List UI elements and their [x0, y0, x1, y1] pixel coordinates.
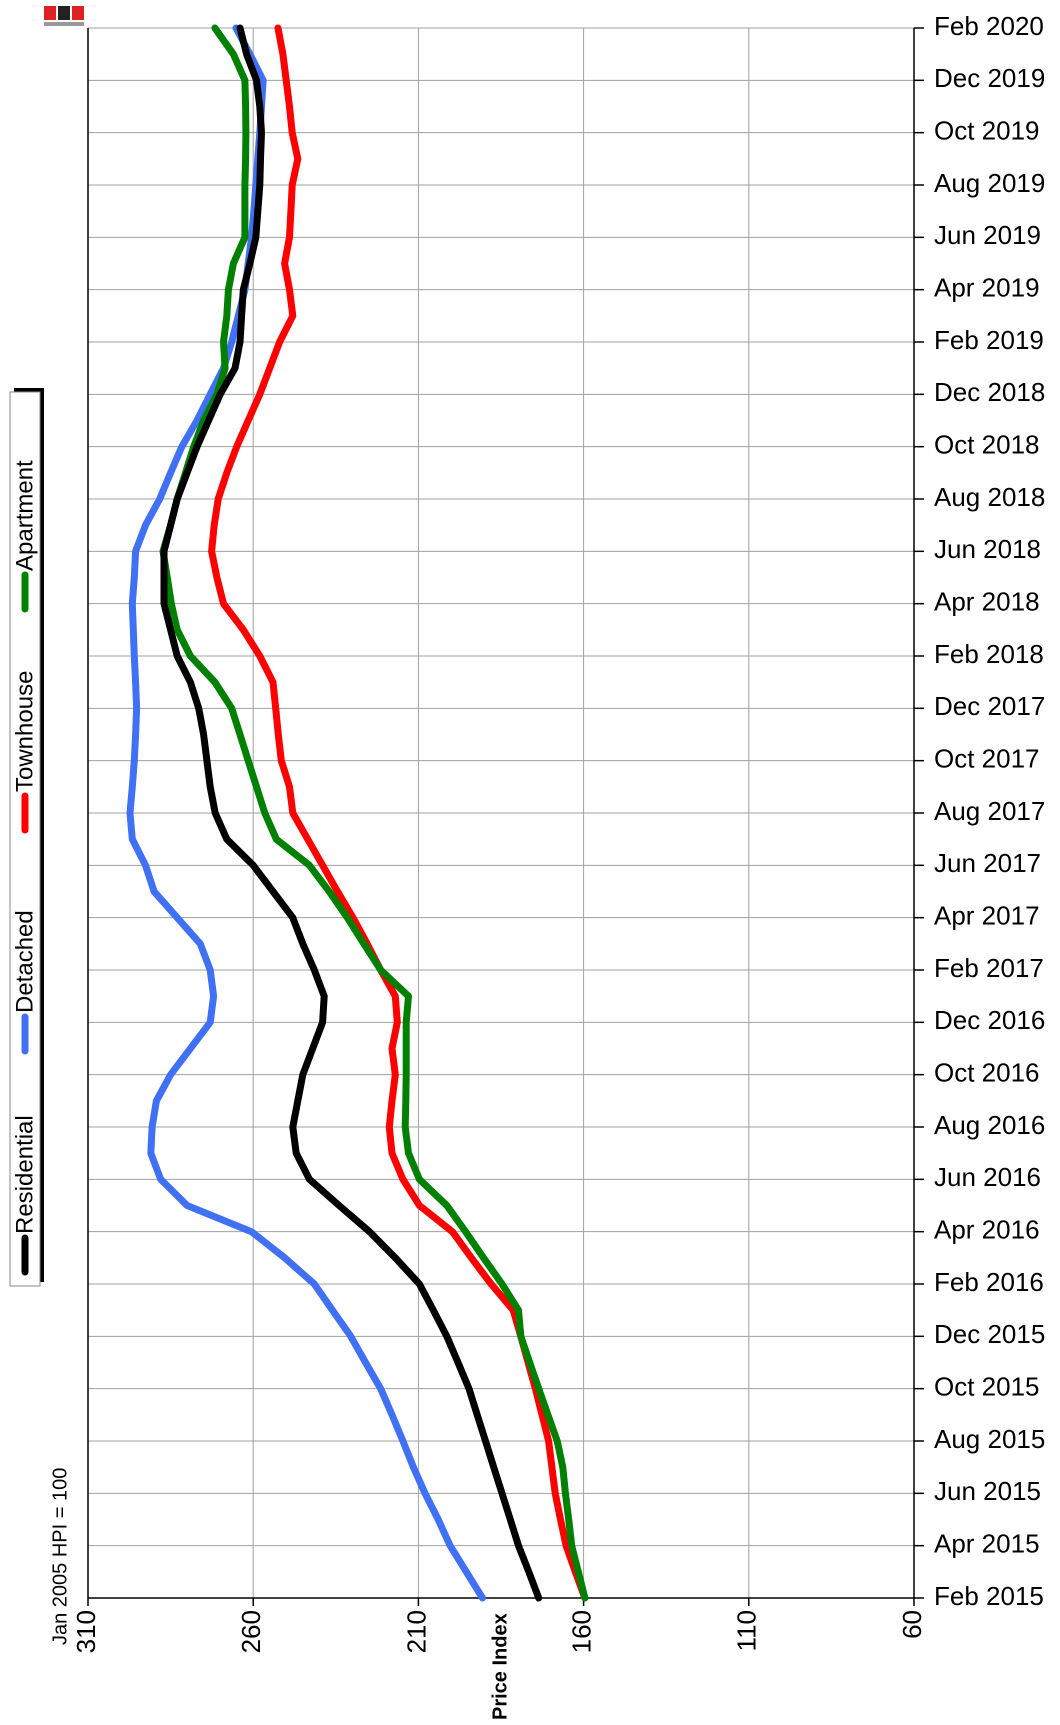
logo-part — [72, 6, 84, 20]
y-tick-label: Jun 2017 — [934, 848, 1041, 878]
legend-box — [9, 391, 41, 1287]
y-tick-label: Oct 2016 — [934, 1058, 1040, 1088]
series-line — [159, 24, 589, 1602]
y-tick-label: Oct 2018 — [934, 430, 1040, 460]
series-line — [160, 24, 543, 1602]
y-tick-label: Jun 2015 — [934, 1476, 1041, 1506]
axis-title: Price Index — [489, 1613, 511, 1720]
logo — [44, 6, 84, 26]
y-tick-label: Aug 2019 — [934, 168, 1045, 198]
y-tick-label: Feb 2016 — [934, 1267, 1044, 1297]
logo-part — [58, 6, 70, 20]
y-tick-label: Feb 2018 — [934, 639, 1044, 669]
y-tick-label: Apr 2016 — [934, 1215, 1040, 1245]
legend-label: Townhouse — [11, 671, 38, 792]
y-tick-label: Oct 2015 — [934, 1372, 1040, 1402]
legend-label: Detached — [11, 910, 38, 1013]
x-tick-label: 310 — [71, 1610, 101, 1653]
annotation: Jan 2005 HPI = 100 — [49, 1468, 71, 1645]
y-tick-label: Dec 2019 — [934, 63, 1045, 93]
logo-part — [44, 6, 56, 20]
y-tick-label: Dec 2017 — [934, 691, 1045, 721]
x-tick-label: 260 — [236, 1610, 266, 1653]
legend-label: Residential — [11, 1115, 38, 1234]
y-tick-label: Dec 2018 — [934, 377, 1045, 407]
x-tick-label: 110 — [732, 1610, 762, 1651]
y-tick-label: Jun 2018 — [934, 534, 1041, 564]
y-tick-label: Feb 2019 — [934, 325, 1044, 355]
y-tick-label: Dec 2016 — [934, 1005, 1045, 1035]
legend-label: Apartment — [11, 460, 38, 571]
y-tick-label: Jun 2016 — [934, 1162, 1041, 1192]
x-tick-label: 210 — [401, 1610, 431, 1653]
y-tick-label: Feb 2017 — [934, 953, 1044, 983]
y-tick-label: Jun 2019 — [934, 220, 1041, 250]
y-tick-label: Aug 2016 — [934, 1110, 1045, 1140]
y-tick-label: Oct 2019 — [934, 116, 1040, 146]
y-tick-label: Apr 2015 — [934, 1529, 1040, 1559]
y-tick-label: Apr 2018 — [934, 587, 1040, 617]
y-tick-label: Feb 2020 — [934, 11, 1044, 41]
y-tick-label: Apr 2017 — [934, 901, 1040, 931]
y-tick-label: Aug 2017 — [934, 796, 1045, 826]
legend: Residential Detached Townhouse Apartment — [11, 460, 38, 1276]
logo-part — [44, 22, 84, 26]
y-tick-label: Aug 2015 — [934, 1424, 1045, 1454]
y-tick-label: Feb 2015 — [934, 1581, 1044, 1611]
y-tick-label: Apr 2019 — [934, 273, 1040, 303]
x-tick-label: 60 — [897, 1610, 927, 1639]
y-tick-label: Oct 2017 — [934, 744, 1040, 774]
y-tick-label: Dec 2015 — [934, 1319, 1045, 1349]
y-tick-label: Aug 2018 — [934, 482, 1045, 512]
x-tick-label: 160 — [566, 1610, 596, 1653]
